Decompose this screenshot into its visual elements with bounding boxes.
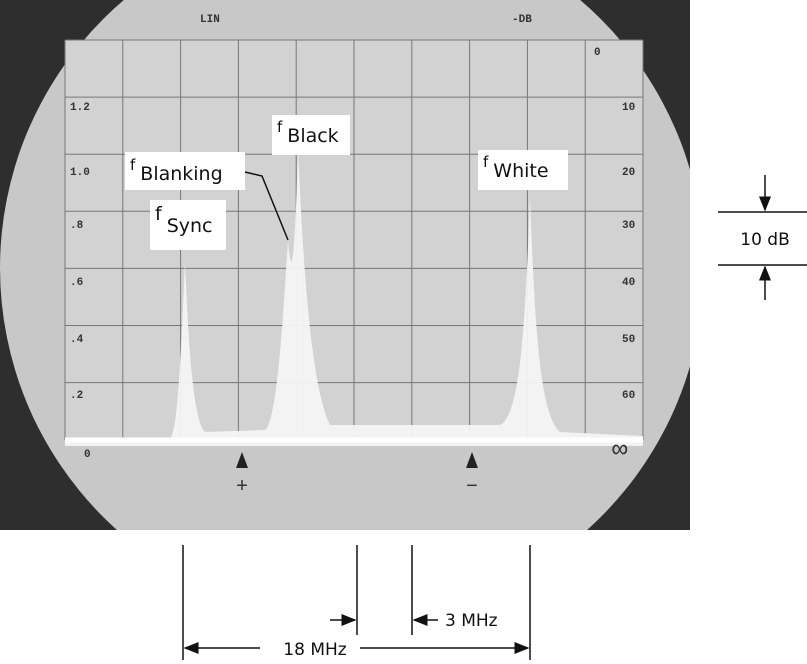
screen (0, 0, 704, 620)
polarity-marker: + (236, 476, 248, 499)
figure: 18 MHz 3 MHz 10 dB LIN -DB 0 1.2 1.0 .8 .6.… (0, 0, 807, 664)
mode-label: LIN (200, 14, 220, 26)
db-label: -DB (512, 14, 532, 26)
peak-name: Blanking (140, 163, 222, 185)
linear-scale-label: .6 (70, 277, 83, 289)
peak-name: Sync (167, 215, 213, 237)
db-scale-label: 50 (622, 334, 635, 346)
peak-name: White (493, 160, 548, 182)
peak-symbol: f (277, 118, 283, 136)
db-scale-label: 60 (622, 390, 635, 402)
db-top: 0 (594, 47, 601, 59)
linear-scale-label: .8 (70, 220, 84, 232)
peak-symbol: f (483, 153, 489, 171)
linear-scale-label: 1.0 (70, 167, 90, 179)
linear-scale-label: .2 (70, 390, 83, 402)
db-scale-label: 20 (622, 167, 635, 179)
polarity-marker: − (466, 476, 478, 499)
linear-scale-label: 0 (84, 449, 91, 461)
db-scale-label: 30 (622, 220, 635, 232)
peak-name: Black (287, 125, 338, 147)
linear-scale-label: 1.2 (70, 102, 90, 114)
db-scale-label: 40 (622, 277, 635, 289)
level-label: 10 dB (740, 230, 790, 250)
db-scale-label: 10 (622, 102, 635, 114)
peak-symbol: f (130, 156, 136, 174)
db-scale-label: ∞ (612, 435, 628, 465)
spacing-label: 3 MHz (445, 611, 498, 631)
linear-scale-label: .4 (70, 334, 84, 346)
span-label: 18 MHz (283, 640, 346, 660)
